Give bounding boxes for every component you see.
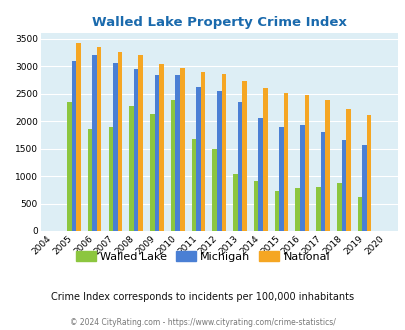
Bar [304, 95, 309, 231]
Bar [159, 64, 163, 231]
Bar [212, 149, 216, 231]
Bar [232, 174, 237, 231]
Bar [150, 114, 154, 231]
Legend: Walled Lake, Michigan, National: Walled Lake, Michigan, National [71, 247, 334, 267]
Bar [357, 197, 362, 231]
Bar [71, 60, 76, 231]
Bar [336, 182, 341, 231]
Bar [134, 69, 138, 231]
Bar [216, 91, 221, 231]
Bar [113, 63, 117, 231]
Bar [258, 118, 262, 231]
Bar [345, 110, 350, 231]
Bar [366, 115, 371, 231]
Bar [279, 126, 283, 231]
Bar [242, 81, 246, 231]
Bar [92, 55, 97, 231]
Bar [179, 68, 184, 231]
Bar [320, 132, 324, 231]
Bar [97, 47, 101, 231]
Bar [191, 139, 196, 231]
Bar [253, 181, 258, 231]
Bar [171, 100, 175, 231]
Bar [76, 43, 81, 231]
Bar [262, 88, 267, 231]
Bar [175, 75, 179, 231]
Text: Crime Index corresponds to incidents per 100,000 inhabitants: Crime Index corresponds to incidents per… [51, 292, 354, 302]
Bar [87, 129, 92, 231]
Bar [117, 52, 122, 231]
Bar [221, 74, 226, 231]
Bar [67, 102, 71, 231]
Bar [108, 126, 113, 231]
Bar [274, 191, 279, 231]
Bar [200, 72, 205, 231]
Text: © 2024 CityRating.com - https://www.cityrating.com/crime-statistics/: © 2024 CityRating.com - https://www.city… [70, 318, 335, 327]
Bar [315, 187, 320, 231]
Bar [138, 55, 143, 231]
Bar [129, 106, 134, 231]
Title: Walled Lake Property Crime Index: Walled Lake Property Crime Index [92, 16, 346, 29]
Bar [283, 93, 288, 231]
Bar [237, 102, 242, 231]
Bar [154, 75, 159, 231]
Bar [362, 145, 366, 231]
Bar [324, 100, 329, 231]
Bar [196, 87, 200, 231]
Bar [295, 188, 299, 231]
Bar [299, 125, 304, 231]
Bar [341, 140, 345, 231]
